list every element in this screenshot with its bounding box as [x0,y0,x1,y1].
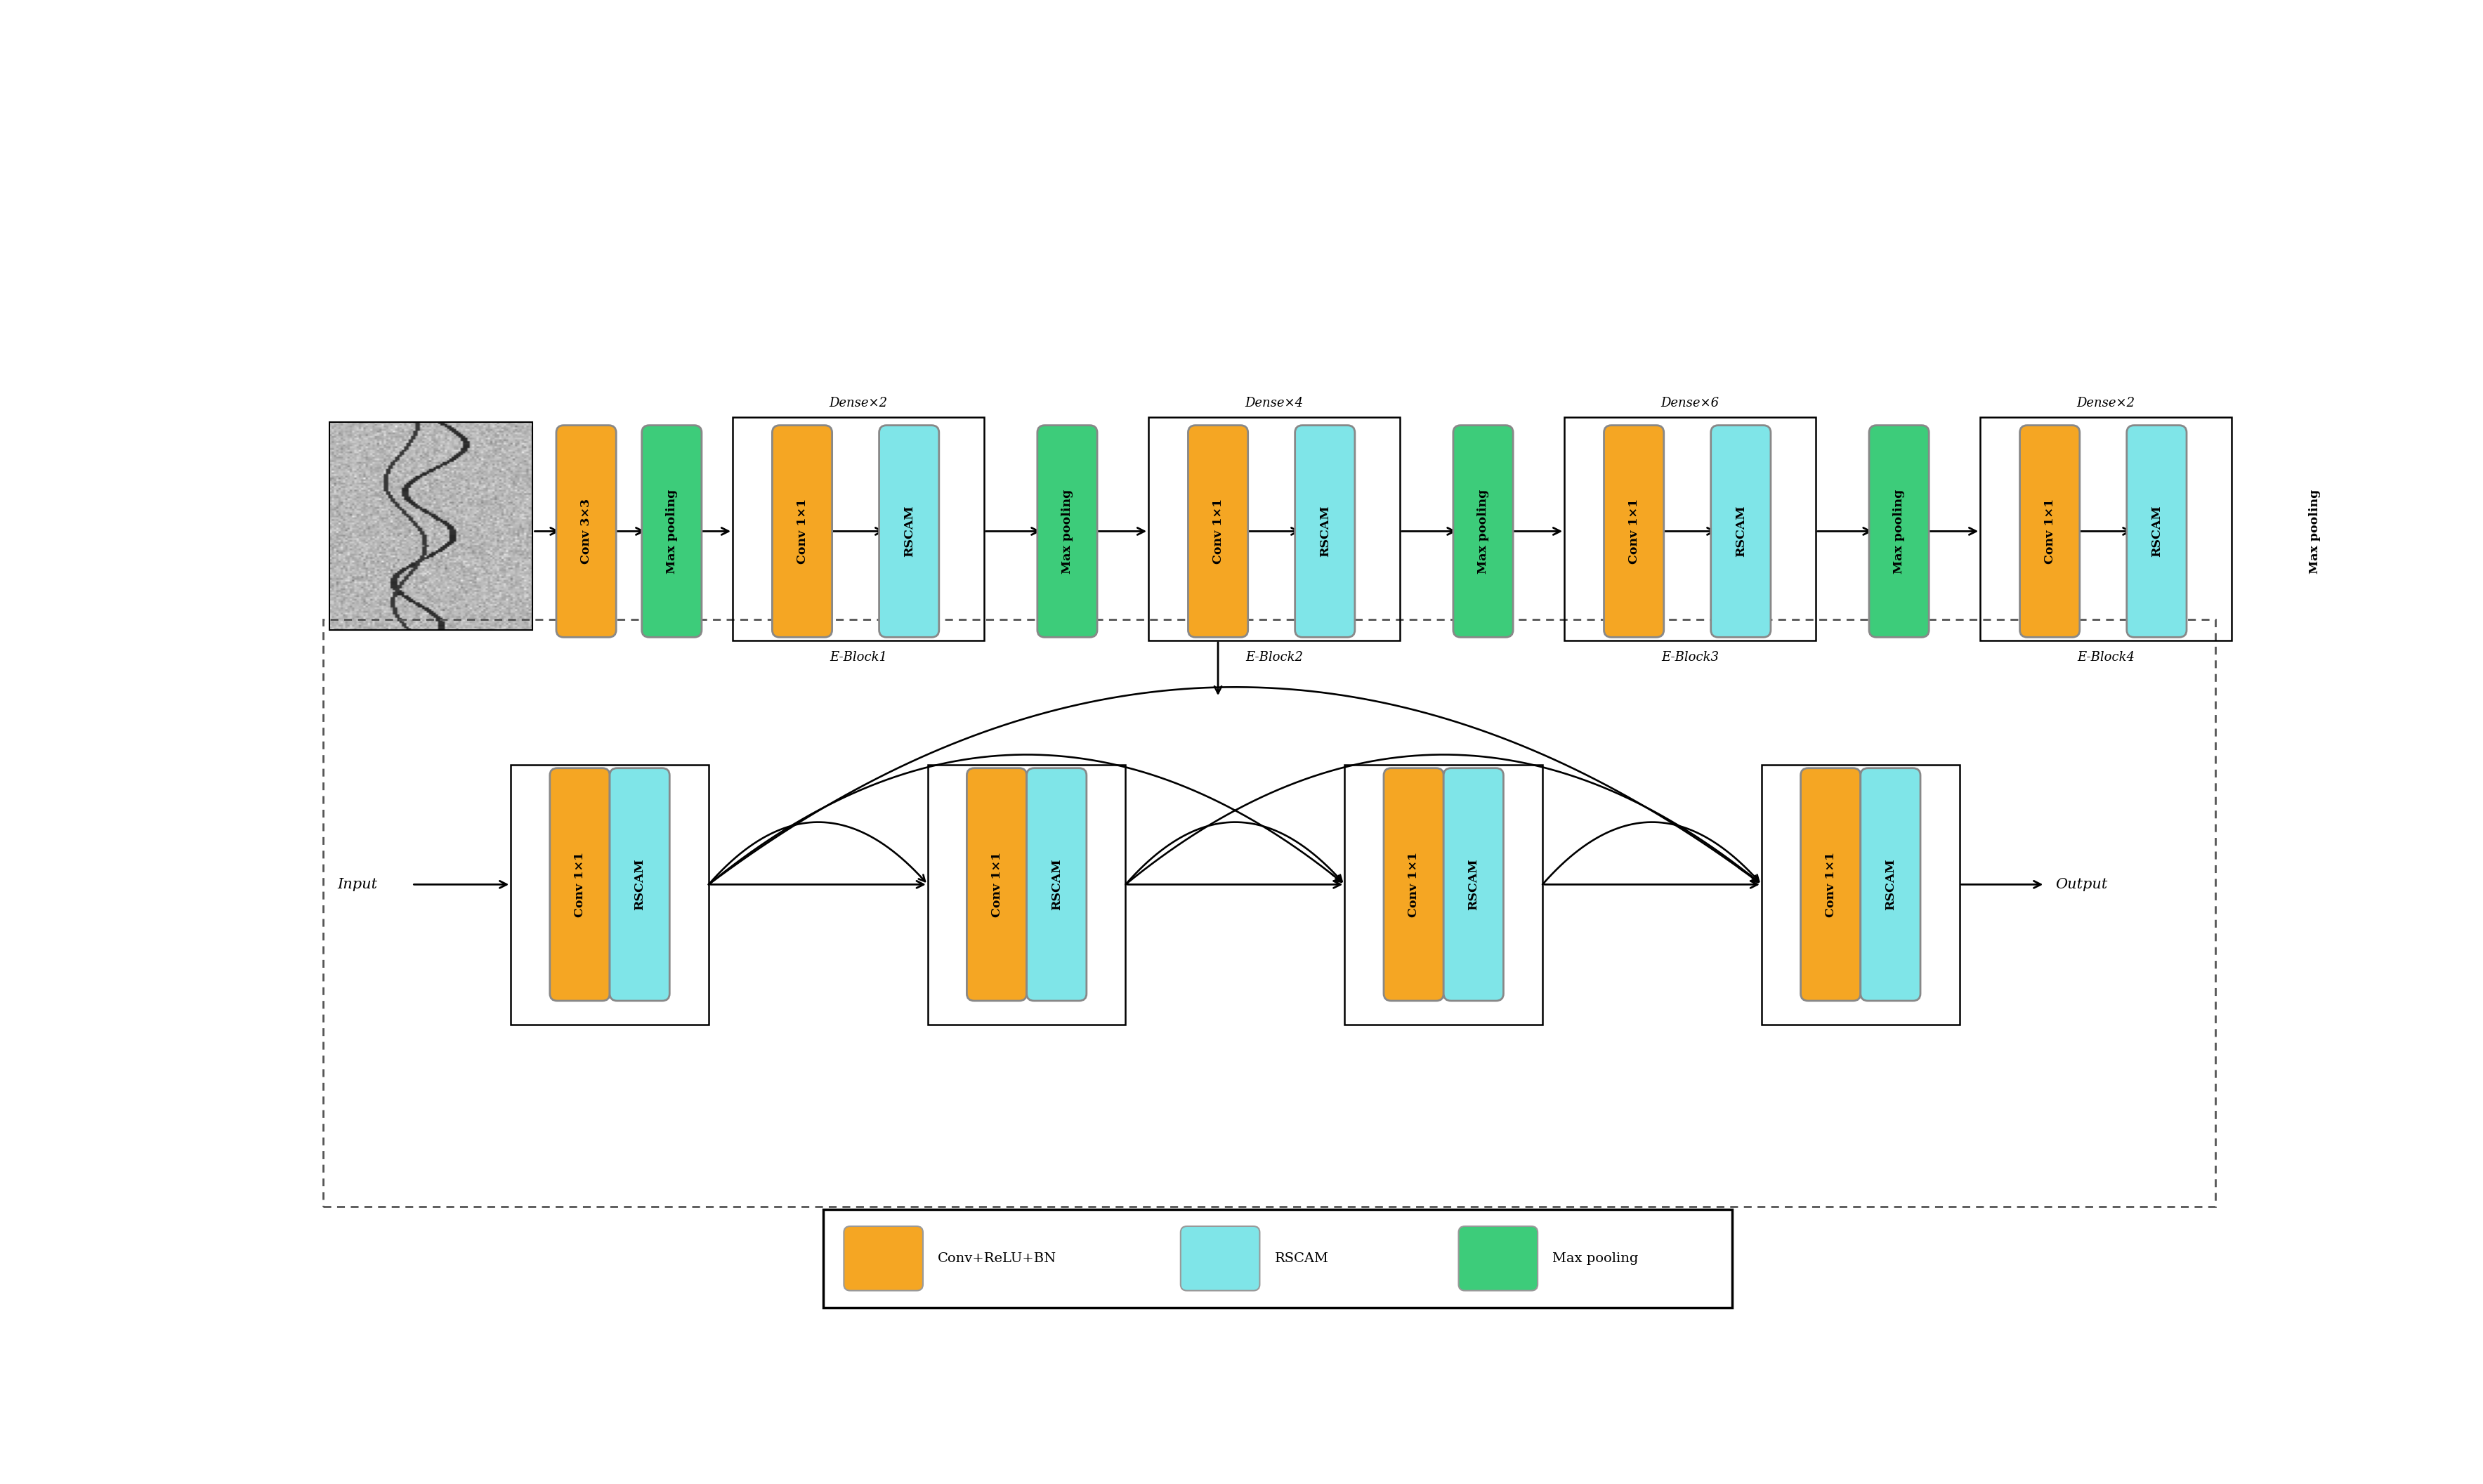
Text: E-Block4: E-Block4 [2078,650,2135,663]
Text: RSCAM: RSCAM [1274,1252,1328,1264]
FancyBboxPatch shape [549,769,611,1000]
Text: Conv+ReLU+BN: Conv+ReLU+BN [939,1252,1058,1264]
FancyBboxPatch shape [556,426,616,637]
FancyBboxPatch shape [641,426,703,637]
FancyBboxPatch shape [966,769,1025,1000]
Text: Output: Output [2056,879,2108,890]
FancyBboxPatch shape [1296,426,1356,637]
Text: Input: Input [338,879,377,890]
FancyBboxPatch shape [1458,1226,1537,1291]
FancyBboxPatch shape [772,426,832,637]
FancyBboxPatch shape [1800,769,1860,1000]
Text: RSCAM: RSCAM [1467,859,1480,910]
Text: RSCAM: RSCAM [1736,506,1746,556]
FancyBboxPatch shape [1179,1226,1259,1291]
FancyBboxPatch shape [611,769,670,1000]
FancyBboxPatch shape [824,1209,1733,1307]
Text: Max pooling: Max pooling [1892,490,1904,573]
Text: Conv 3×3: Conv 3×3 [581,499,591,564]
Text: RSCAM: RSCAM [2150,506,2163,556]
FancyBboxPatch shape [844,1226,924,1291]
Text: Dense connection: Dense connection [1202,1226,1336,1239]
FancyBboxPatch shape [1443,769,1505,1000]
FancyBboxPatch shape [2128,426,2188,637]
Bar [1150,417,1400,641]
Text: Dense×2: Dense×2 [2076,398,2135,410]
Text: Conv 1×1: Conv 1×1 [1825,852,1837,917]
Text: RSCAM: RSCAM [1318,506,1331,556]
Text: Max pooling: Max pooling [1060,490,1073,573]
FancyBboxPatch shape [1383,769,1443,1000]
FancyBboxPatch shape [1860,769,1919,1000]
Text: Conv 1×1: Conv 1×1 [1629,499,1639,564]
Text: RSCAM: RSCAM [633,859,646,910]
Text: RSCAM: RSCAM [1050,859,1063,910]
Text: Dense×2: Dense×2 [829,398,886,410]
Text: Max pooling: Max pooling [1552,1252,1639,1264]
Text: Dense×6: Dense×6 [1661,398,1718,410]
Bar [323,620,2215,1206]
Text: Conv 1×1: Conv 1×1 [1408,852,1420,917]
Bar [511,766,708,1025]
FancyBboxPatch shape [879,426,939,637]
Bar [330,421,534,629]
Text: Conv 1×1: Conv 1×1 [797,499,807,564]
FancyBboxPatch shape [1870,426,1929,637]
Text: Max pooling: Max pooling [665,490,678,573]
Bar [1564,417,1815,641]
Text: Max pooling: Max pooling [1477,490,1490,573]
Text: Conv 1×1: Conv 1×1 [574,852,586,917]
Text: Conv 1×1: Conv 1×1 [2044,499,2056,564]
Text: Max pooling: Max pooling [2309,490,2322,573]
Text: RSCAM: RSCAM [904,506,916,556]
FancyBboxPatch shape [1453,426,1512,637]
Text: E-Block2: E-Block2 [1246,650,1304,663]
FancyBboxPatch shape [2019,426,2081,637]
Bar [732,417,983,641]
Text: E-Block3: E-Block3 [1661,650,1718,663]
Bar [1760,766,1959,1025]
FancyBboxPatch shape [1604,426,1664,637]
Bar [1346,766,1542,1025]
Text: RSCAM: RSCAM [1885,859,1897,910]
Text: Dense×4: Dense×4 [1244,398,1304,410]
FancyBboxPatch shape [1711,426,1770,637]
Bar [1981,417,2232,641]
Text: E-Block1: E-Block1 [829,650,886,663]
FancyBboxPatch shape [1038,426,1097,637]
Text: Conv 1×1: Conv 1×1 [1212,499,1224,564]
FancyBboxPatch shape [1025,769,1088,1000]
FancyBboxPatch shape [2284,426,2344,637]
FancyBboxPatch shape [1187,426,1249,637]
Bar [929,766,1125,1025]
Text: Conv 1×1: Conv 1×1 [991,852,1003,917]
